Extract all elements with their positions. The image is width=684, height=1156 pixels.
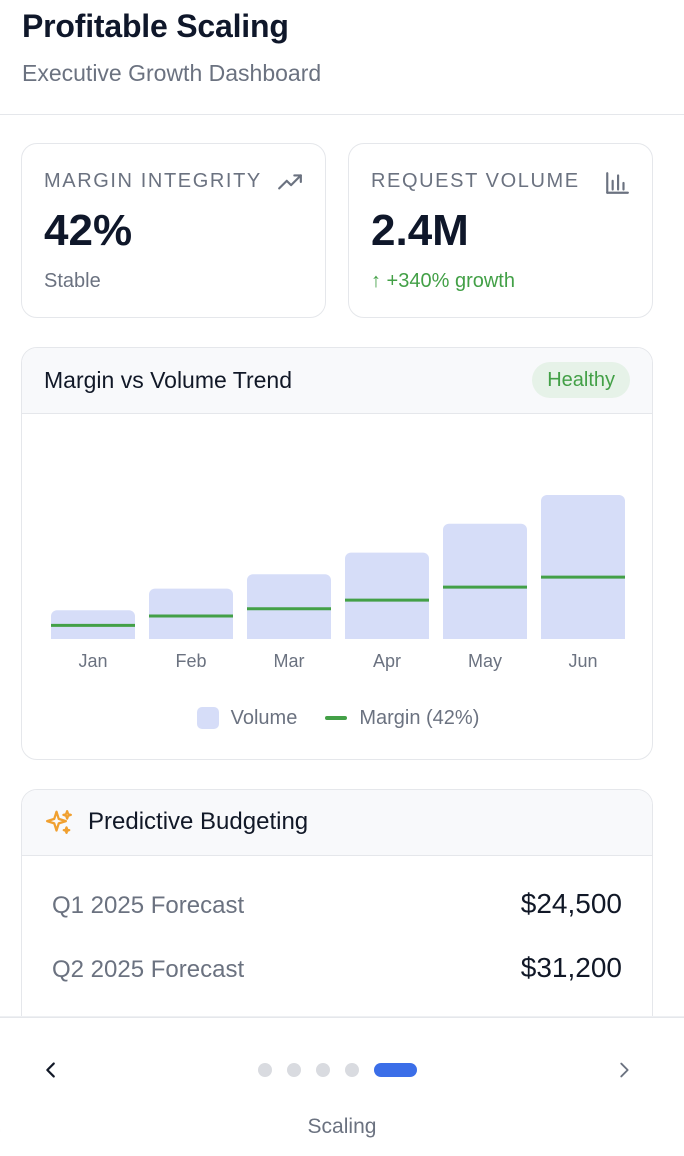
kpi-card-margin-integrity: MARGIN INTEGRITY 42% Stable [21,143,326,318]
legend-swatch-margin [325,716,348,720]
page-subtitle: Executive Growth Dashboard [22,60,322,86]
volume-bar-base-jun [541,631,625,639]
volume-bar-base-may [443,631,527,639]
volume-bar-may [443,523,527,639]
chevron-right-icon [620,1062,629,1078]
x-tick-label: May [468,651,502,671]
volume-bar-base-mar [247,631,331,639]
volume-bar-apr [345,552,429,639]
volume-bar-base-jan [51,631,135,639]
sparkles-icon [46,810,72,834]
forecast-value: $31,200 [520,952,622,983]
card-header: Margin vs Volume Trend Healthy [22,348,652,414]
page-dot-5[interactable] [374,1063,417,1077]
bottom-navigation: Scaling [0,1017,684,1156]
next-button[interactable] [606,1052,642,1088]
kpi-label: REQUEST VOLUME [371,170,580,192]
forecast-label: Q1 2025 Forecast [52,892,245,919]
forecast-label: Q2 2025 Forecast [52,956,245,983]
kpi-label: MARGIN INTEGRITY [44,170,262,192]
volume-bar-feb [149,588,233,639]
kpi-card-request-volume: REQUEST VOLUME 2.4M ↑ +340% growth [348,143,653,318]
volume-bar-base-feb [149,631,233,639]
current-section-label: Scaling [307,1115,377,1138]
page-dot-4[interactable] [345,1063,359,1077]
forecast-row-q1: Q1 2025 Forecast $24,500 [52,888,622,928]
x-tick-label: Jun [568,651,597,671]
page-dot-3[interactable] [316,1063,330,1077]
card-title: Margin vs Volume Trend [44,367,293,393]
trending-up-icon [278,174,302,190]
forecast-row-q2: Q2 2025 Forecast $31,200 [52,952,622,992]
page-indicator [258,1062,417,1078]
trend-chart-card: Margin vs Volume Trend Healthy Jan Feb Mar… [21,347,653,760]
legend-swatch-volume [196,707,219,729]
legend-label-margin: Margin (42%) [359,706,480,729]
forecast-value: $24,500 [520,888,622,919]
bar-chart-icon [606,172,629,194]
page-header: Profitable Scaling Executive Growth Dash… [0,0,684,115]
kpi-value: 42% [44,206,133,255]
legend-label-volume: Volume [230,706,298,729]
x-tick-label: Apr [373,651,401,671]
x-tick-label: Feb [175,651,206,671]
kpi-growth: ↑ +340% growth [371,270,515,292]
page-dot-2[interactable] [287,1063,301,1077]
card-header: Predictive Budgeting [22,790,652,856]
page-title: Profitable Scaling [22,8,289,44]
volume-bar-mar [247,574,331,639]
status-badge: Healthy [532,362,630,398]
legend-item-margin: Margin (42%) [325,707,479,730]
legend-item-volume: Volume [196,706,298,730]
x-tick-label: Jan [78,651,107,671]
previous-button[interactable] [33,1052,69,1088]
volume-bar-jun [541,495,625,639]
card-title: Predictive Budgeting [88,808,309,835]
volume-bar-base-apr [345,631,429,639]
kpi-status: Stable [44,270,101,292]
kpi-value: 2.4M [371,206,469,255]
x-tick-label: Mar [274,651,305,671]
chevron-left-icon [46,1062,55,1078]
page-dot-1[interactable] [258,1063,272,1077]
chart-legend: Volume Margin (42%) [22,703,652,733]
margin-volume-chart: Jan Feb Mar Apr May Jun [51,495,625,671]
